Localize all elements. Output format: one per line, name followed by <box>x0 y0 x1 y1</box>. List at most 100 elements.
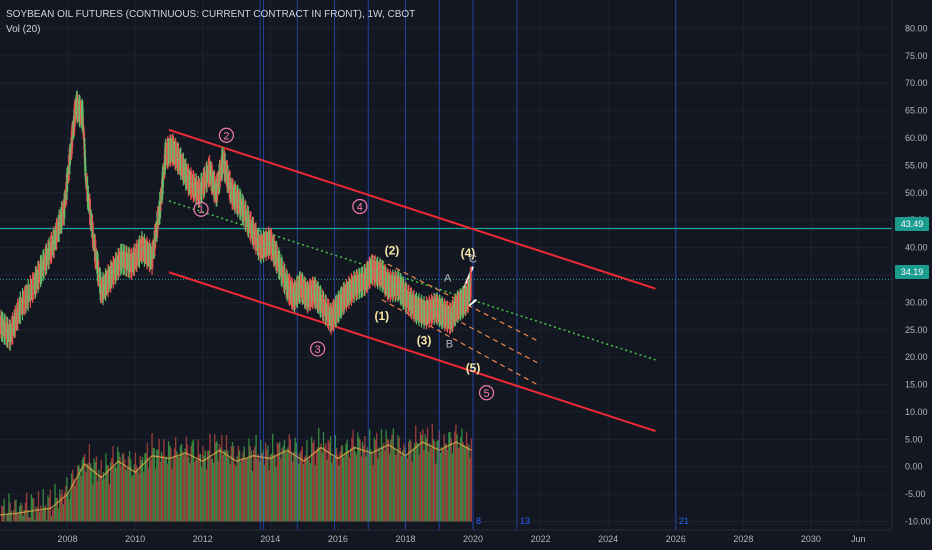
volume-indicator-label[interactable]: Vol (20) <box>6 24 41 35</box>
volume-bar <box>224 450 226 522</box>
y-tick-label: 10.00 <box>905 407 928 417</box>
volume-bar <box>442 448 444 522</box>
volume-bar <box>23 509 25 522</box>
volume-bar <box>119 456 121 522</box>
volume-bar <box>392 428 394 522</box>
volume-bar <box>424 434 426 522</box>
volume-bar <box>117 446 119 522</box>
volume-bar <box>373 437 375 522</box>
volume-bar <box>138 473 140 522</box>
volume-bar <box>322 431 325 522</box>
volume-bar <box>415 425 417 522</box>
x-tick-label: 2030 <box>801 534 821 544</box>
volume-bar <box>91 467 93 522</box>
volume-bar <box>263 464 266 522</box>
volume-bar <box>337 454 339 522</box>
volume-bar <box>48 497 50 522</box>
volume-bar <box>81 459 83 522</box>
wave-label-circle: 5 <box>483 388 489 400</box>
volume-bar <box>390 439 392 522</box>
volume-bar <box>100 459 102 522</box>
volume-bar <box>243 446 245 522</box>
y-tick-label: 60.00 <box>905 133 928 143</box>
volume-bar <box>470 438 472 522</box>
volume-bar <box>164 459 166 522</box>
volume-bar <box>461 428 463 522</box>
volume-bar <box>186 444 189 522</box>
volume-bar <box>238 450 241 522</box>
volume-bar <box>286 451 288 522</box>
volume-bar <box>195 459 197 522</box>
volume-bar <box>43 506 46 522</box>
volume-bar <box>422 429 424 522</box>
volume-bar <box>21 505 23 522</box>
volume-bar <box>244 458 247 522</box>
channel-lower-line <box>168 271 656 433</box>
volume-bar <box>219 447 222 522</box>
volume-bar <box>203 455 205 522</box>
volume-bar <box>267 445 269 522</box>
volume-bar <box>410 441 412 522</box>
volume-bar <box>217 460 219 522</box>
wave-label-abc: A <box>444 273 452 285</box>
volume-bar <box>387 440 390 522</box>
volume-bar <box>299 452 301 522</box>
volume-bar <box>144 453 146 522</box>
channel-midline <box>168 200 656 361</box>
volume-bar <box>357 432 359 522</box>
volume-bar <box>196 459 198 522</box>
volume-bar <box>469 457 471 522</box>
volume-bar <box>137 468 139 522</box>
volume-bar <box>319 448 321 522</box>
volume-bar <box>300 450 302 522</box>
volume-bar <box>339 451 341 522</box>
volume-bar <box>34 519 36 522</box>
volume-bar <box>208 450 210 522</box>
volume-bar <box>55 498 57 522</box>
cycle-lines: 8 13 21 <box>259 0 689 530</box>
wave-circle <box>310 341 326 357</box>
wave-label-paren: (3) <box>417 334 432 348</box>
volume-bar <box>124 459 126 522</box>
volume-bar <box>209 434 211 522</box>
volume-bar <box>80 475 82 522</box>
volume-bar <box>42 489 44 522</box>
volume-bar <box>462 442 464 522</box>
x-tick-label: 2016 <box>328 534 348 544</box>
volume-bar <box>275 467 277 522</box>
volume-bar <box>249 446 251 522</box>
volume-bar <box>104 478 106 522</box>
volume-bar <box>118 452 120 522</box>
volume-bar <box>44 505 47 522</box>
volume-bar <box>193 461 196 522</box>
volume-bar <box>182 451 184 522</box>
y-tick-label: 75.00 <box>905 51 928 61</box>
x-tick-label: 2008 <box>58 534 78 544</box>
volume-bar <box>8 493 10 522</box>
wave-circle <box>478 385 495 401</box>
volume-bar <box>15 499 17 522</box>
volume-bar <box>432 439 435 522</box>
volume-bar <box>380 428 383 522</box>
volume-bar <box>28 516 30 522</box>
volume-bar <box>83 454 86 522</box>
volume-bar <box>443 433 445 522</box>
volume-bar <box>260 440 262 522</box>
volume-bar <box>185 436 187 522</box>
volume-bar <box>326 459 328 522</box>
volume-bar <box>257 454 260 522</box>
volume-bar <box>7 513 9 522</box>
volume-bar <box>49 489 51 522</box>
volume-bar <box>96 481 99 522</box>
volume-bar <box>232 446 235 522</box>
volume-bar <box>290 453 293 522</box>
volume-bar <box>331 462 333 522</box>
volume-bar <box>412 449 415 522</box>
volume-bar <box>171 468 173 522</box>
volume-bar <box>189 462 191 522</box>
x-tick-label: Jun <box>851 534 866 544</box>
volume-bar <box>359 439 361 522</box>
volume-bar <box>190 445 192 522</box>
volume-bar <box>130 459 132 522</box>
